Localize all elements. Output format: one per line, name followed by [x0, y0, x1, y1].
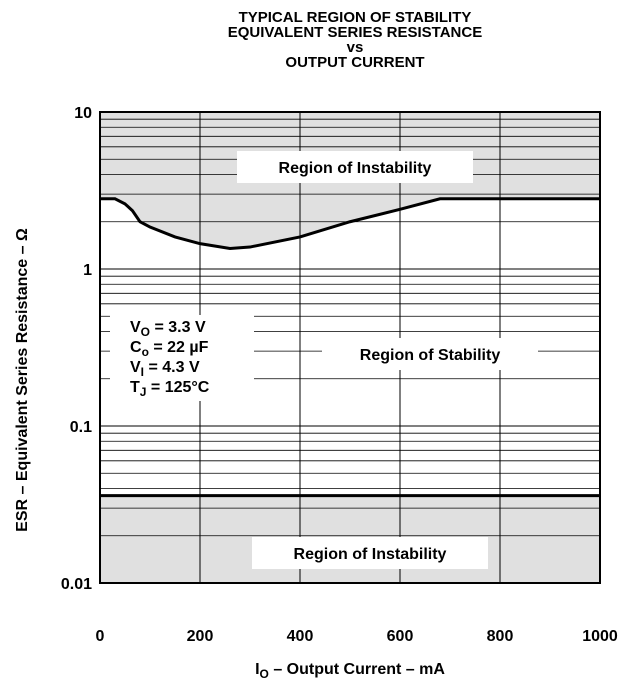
- plot-frame: [99, 111, 601, 584]
- chart-title: vs: [347, 39, 364, 56]
- region-label: Region of Stability: [360, 347, 501, 364]
- condition-rest: = 3.3 V: [150, 319, 206, 336]
- label-box: [237, 151, 473, 183]
- chart-title: OUTPUT CURRENT: [285, 54, 424, 71]
- y-tick-label: 0.01: [61, 576, 92, 593]
- y-tick-label: 1: [83, 262, 92, 279]
- condition: VI = 4.3 V: [130, 359, 200, 379]
- condition-sub: J: [140, 385, 147, 399]
- x-label-sub: O: [260, 667, 269, 681]
- x-label-main: I: [255, 661, 259, 678]
- condition-main: V: [130, 359, 141, 376]
- x-axis-label: IO – Output Current – mA: [255, 661, 445, 681]
- condition-rest: = 22 µF: [149, 339, 209, 356]
- condition-main: V: [130, 319, 141, 336]
- region-label: Region of Instability: [294, 546, 447, 563]
- y-tick-label: 0.1: [70, 419, 92, 436]
- condition-main: T: [130, 379, 140, 396]
- x-tick-label: 0: [96, 628, 105, 645]
- condition-rest: = 125°C: [146, 379, 209, 396]
- condition-main: C: [130, 339, 142, 356]
- x-tick-label: 400: [287, 628, 314, 645]
- chart-title: EQUIVALENT SERIES RESISTANCE: [228, 24, 482, 41]
- x-label-rest: – Output Current – mA: [269, 661, 445, 678]
- conditions-box: [110, 315, 254, 401]
- x-tick-label: 800: [487, 628, 514, 645]
- x-tick-label: 200: [187, 628, 214, 645]
- condition: VO = 3.3 V: [130, 319, 206, 339]
- x-tick-label: 600: [387, 628, 414, 645]
- condition: Co = 22 µF: [130, 339, 209, 359]
- chart-title: TYPICAL REGION OF STABILITY: [239, 9, 472, 26]
- label-box: [252, 537, 488, 569]
- condition-sub: o: [142, 345, 149, 359]
- condition-sub: O: [141, 325, 150, 339]
- x-tick-label: 1000: [582, 628, 618, 645]
- y-axis-label: ESR – Equivalent Series Resistance – Ω: [14, 228, 31, 532]
- y-tick-label: 10: [74, 105, 92, 122]
- label-box: [322, 338, 538, 370]
- condition-rest: = 4.3 V: [144, 359, 200, 376]
- region-label: Region of Instability: [279, 160, 432, 177]
- data-line: [100, 197, 600, 251]
- condition: TJ = 125°C: [130, 379, 210, 399]
- condition-sub: I: [141, 365, 144, 379]
